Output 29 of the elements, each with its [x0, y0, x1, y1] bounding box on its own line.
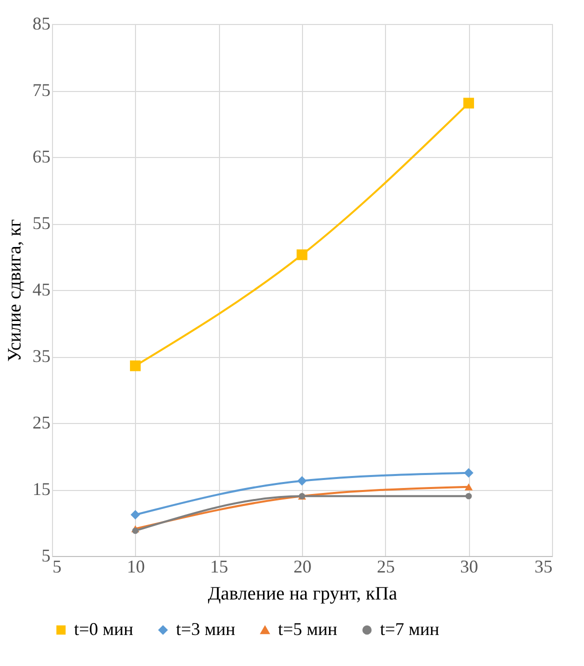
x-tick-label: 30: [460, 556, 478, 576]
y-tick-label: 65: [32, 146, 50, 166]
x-tick-label: 35: [534, 556, 552, 576]
point: [130, 360, 141, 372]
y-tick-label: 15: [32, 479, 50, 499]
x-tick-label: 20: [294, 556, 312, 576]
legend-label: t=5 мин: [278, 619, 338, 639]
x-tick-label: 15: [210, 556, 228, 576]
y-tick-label: 75: [32, 80, 50, 100]
point: [296, 249, 308, 260]
point: [463, 98, 474, 108]
y-tick-label: 25: [32, 412, 50, 432]
y-tick-label: 35: [32, 346, 50, 366]
x-tick-label: 10: [126, 556, 145, 576]
x-axis-title: Давление на грунт, кПа: [208, 584, 398, 604]
y-tick-label: 85: [32, 14, 50, 34]
point: [130, 510, 140, 520]
y-axis-title: Усилие сдвига, кг: [4, 218, 26, 362]
point: [297, 476, 307, 486]
point: [132, 528, 138, 534]
legend-label: t=3 мин: [176, 619, 236, 639]
legend-label: t=7 мин: [380, 619, 440, 639]
point: [464, 468, 474, 478]
x-tick-label: 25: [376, 556, 395, 576]
legend-label: t=0 мин: [74, 619, 134, 639]
y-tick-label: 55: [32, 213, 50, 233]
y-tick-label: 45: [32, 280, 50, 300]
point: [464, 483, 473, 490]
point: [466, 492, 472, 500]
